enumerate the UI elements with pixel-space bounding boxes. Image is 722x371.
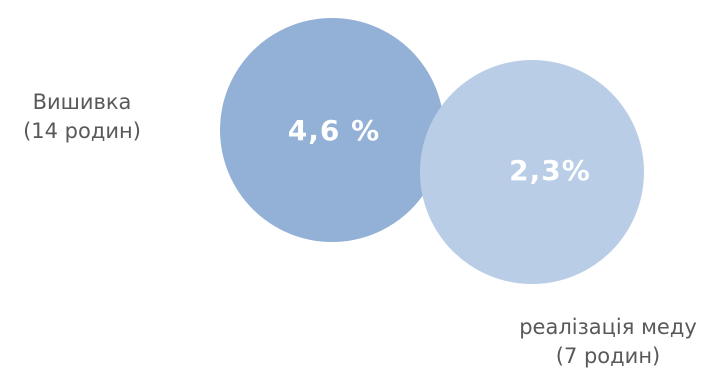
- embroidery-percent: 4,6 %: [288, 114, 380, 147]
- honey-circle: [420, 60, 644, 284]
- embroidery-label: Вишивка (14 родин): [6, 88, 158, 146]
- honey-families: (7 родин): [555, 344, 661, 368]
- embroidery-name: Вишивка: [32, 90, 132, 114]
- honey-percent: 2,3%: [509, 154, 591, 187]
- embroidery-families: (14 родин): [23, 119, 141, 143]
- honey-name: реалізація меду: [519, 315, 697, 339]
- honey-label: реалізація меду (7 родин): [497, 313, 719, 371]
- embroidery-circle: [220, 18, 444, 242]
